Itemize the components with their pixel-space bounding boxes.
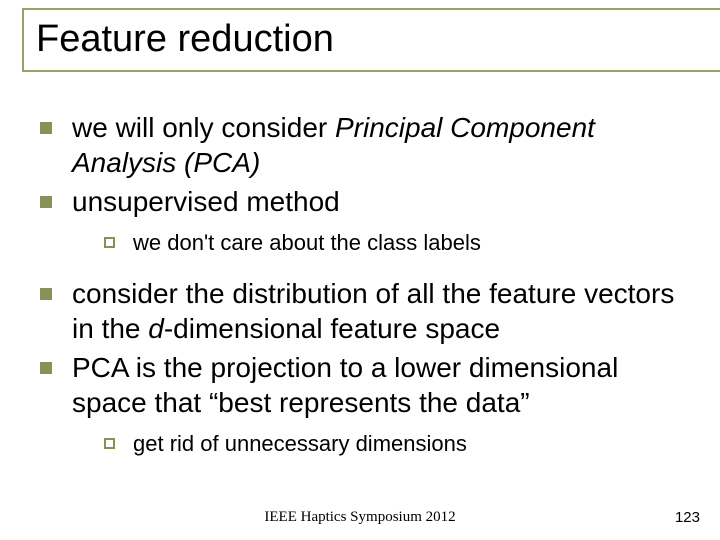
bullet-item: unsupervised method <box>40 184 692 219</box>
text-span: -dimensional feature space <box>164 313 500 344</box>
title-rule-left <box>22 8 24 70</box>
sub-bullet-item: get rid of unnecessary dimensions <box>104 430 692 459</box>
slide-title: Feature reduction <box>36 18 334 61</box>
sub-bullet-text: we don't care about the class labels <box>133 229 481 258</box>
sub-bullet-item: we don't care about the class labels <box>104 229 692 258</box>
open-square-bullet-icon <box>104 237 115 248</box>
footer-text: IEEE Haptics Symposium 2012 <box>0 509 720 526</box>
square-bullet-icon <box>40 196 52 208</box>
bullet-item: we will only consider Principal Componen… <box>40 110 692 180</box>
sub-bullet-text: get rid of unnecessary dimensions <box>133 430 467 459</box>
square-bullet-icon <box>40 288 52 300</box>
title-rule-top <box>22 8 720 10</box>
text-emphasis: d <box>148 313 164 344</box>
page-number: 123 <box>675 509 700 526</box>
bullet-item: consider the distribution of all the fea… <box>40 276 692 346</box>
square-bullet-icon <box>40 122 52 134</box>
bullet-text: unsupervised method <box>72 184 340 219</box>
bullet-text: consider the distribution of all the fea… <box>72 276 692 346</box>
bullet-text: PCA is the projection to a lower dimensi… <box>72 350 692 420</box>
bullet-text: we will only consider Principal Componen… <box>72 110 692 180</box>
open-square-bullet-icon <box>104 438 115 449</box>
text-span: we will only consider <box>72 112 335 143</box>
bullet-item: PCA is the projection to a lower dimensi… <box>40 350 692 420</box>
slide-content: we will only consider Principal Componen… <box>40 110 692 476</box>
square-bullet-icon <box>40 362 52 374</box>
title-rule-bottom <box>22 70 720 72</box>
